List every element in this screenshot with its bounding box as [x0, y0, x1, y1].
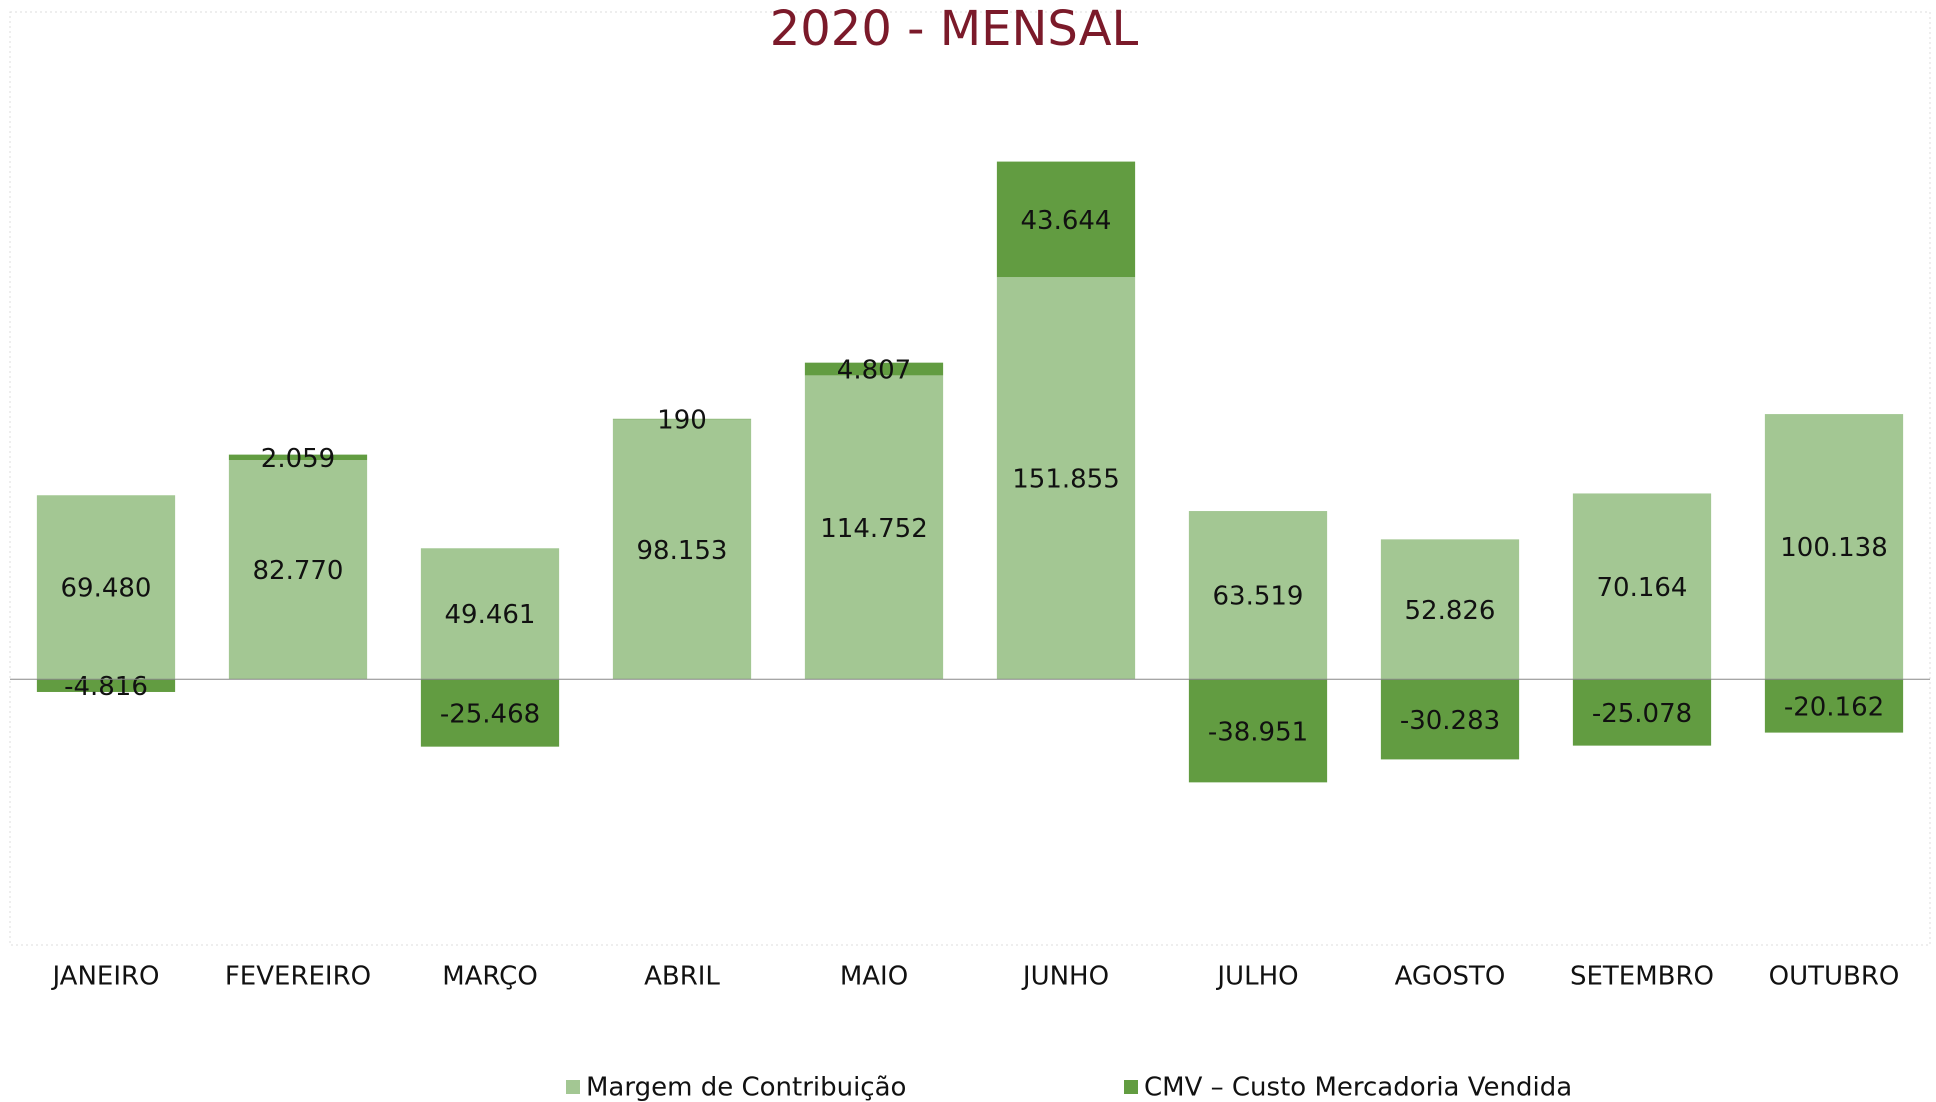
data-label: 69.480 — [61, 574, 152, 604]
x-tick-label: OUTUBRO — [1769, 962, 1900, 992]
data-label: 82.770 — [253, 556, 344, 586]
bar — [36, 495, 176, 680]
data-label: 151.855 — [1012, 465, 1120, 495]
x-tick-label: JUNHO — [1021, 962, 1109, 992]
data-label: 52.826 — [1405, 596, 1496, 626]
bar — [228, 454, 368, 461]
legend-swatch — [566, 1080, 580, 1094]
data-label: 98.153 — [637, 536, 728, 566]
legend-label: CMV – Custo Mercadoria Vendida — [1144, 1073, 1572, 1102]
data-label: 4.807 — [837, 356, 911, 386]
legend-label: Margem de Contribuição — [586, 1073, 906, 1102]
bar — [420, 548, 560, 680]
data-label: -25.468 — [440, 699, 540, 729]
data-label: 43.644 — [1021, 206, 1112, 236]
x-tick-label: MARÇO — [442, 962, 538, 992]
bar — [804, 375, 944, 680]
bar — [1188, 679, 1328, 783]
x-tick-label: MAIO — [840, 962, 908, 992]
x-tick-label: JULHO — [1215, 962, 1298, 992]
data-label: 70.164 — [1597, 573, 1688, 603]
chart-title: 2020 - MENSAL — [770, 1, 1139, 57]
bar — [804, 362, 944, 376]
bar — [1572, 679, 1712, 746]
x-tick-label: JANEIRO — [50, 962, 159, 992]
data-label: -30.283 — [1400, 706, 1500, 736]
data-label: 100.138 — [1780, 533, 1888, 563]
x-tick-label: AGOSTO — [1395, 962, 1506, 992]
bar — [1380, 539, 1520, 680]
bar — [996, 161, 1136, 278]
data-label: 190 — [657, 406, 707, 436]
data-label: 49.461 — [445, 600, 536, 630]
x-tick-label: ABRIL — [644, 962, 720, 992]
data-label: 2.059 — [261, 444, 335, 474]
bar — [612, 419, 752, 680]
bar — [1380, 679, 1520, 760]
x-tick-label: FEVEREIRO — [225, 962, 371, 992]
bar — [996, 277, 1136, 680]
bar — [1764, 679, 1904, 733]
data-label: -38.951 — [1208, 717, 1308, 747]
data-label: -25.078 — [1592, 699, 1692, 729]
plot-frame — [9, 11, 1931, 946]
x-tick-label: SETEMBRO — [1570, 962, 1714, 992]
data-label: 114.752 — [820, 514, 928, 544]
bar — [36, 679, 176, 692]
data-label: 63.519 — [1213, 582, 1304, 612]
bar — [420, 679, 560, 747]
bar — [1188, 511, 1328, 680]
bar — [1572, 493, 1712, 680]
data-label: -4.816 — [64, 672, 148, 702]
data-label: -20.162 — [1784, 692, 1884, 722]
legend-swatch — [1124, 1080, 1138, 1094]
bar — [1764, 414, 1904, 680]
bar — [612, 418, 752, 420]
bar — [228, 460, 368, 680]
